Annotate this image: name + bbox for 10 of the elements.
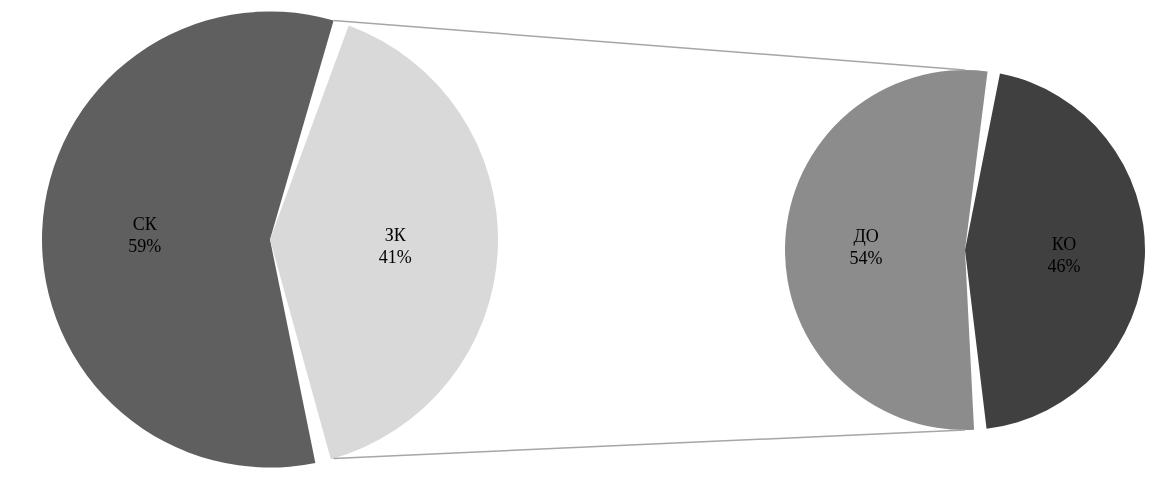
- slice-label: СК: [132, 214, 158, 235]
- data-label: 54%: [849, 248, 883, 269]
- data-label: 59%: [128, 236, 162, 257]
- data-label: 46%: [1047, 255, 1081, 276]
- data-label: 41%: [378, 246, 412, 267]
- slice-label: ДО: [853, 226, 879, 247]
- slice-label: ЗК: [384, 224, 407, 245]
- pie-slice: [965, 73, 1145, 429]
- pie-slice: [785, 70, 988, 430]
- slice-label: КО: [1051, 233, 1077, 254]
